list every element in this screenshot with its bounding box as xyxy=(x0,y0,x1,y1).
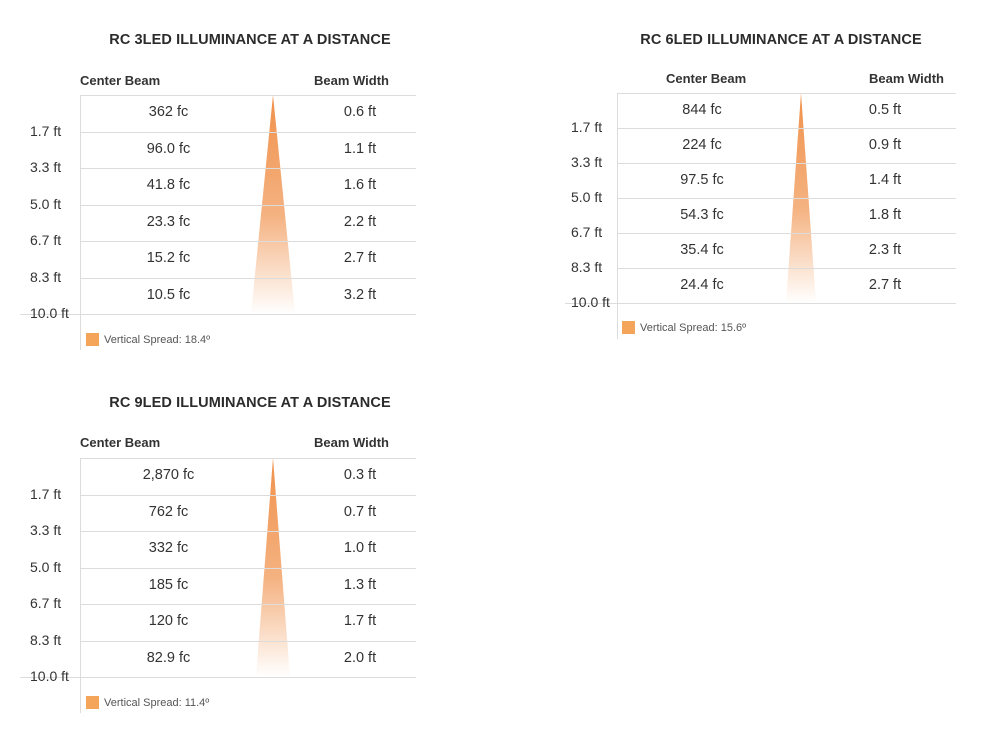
center-beam-value: 54.3 fc xyxy=(680,206,724,223)
center-beam-value: 844 fc xyxy=(682,101,722,118)
beam-width-value: 1.4 ft xyxy=(868,171,902,188)
table-top-line xyxy=(617,93,956,94)
distance-label: 10.0 ft xyxy=(30,668,69,684)
beam-width-value: 0.6 ft xyxy=(343,104,377,121)
legend-label: Vertical Spread: 18.4º xyxy=(104,333,211,346)
beam-width-value: 1.8 ft xyxy=(868,206,902,223)
legend-swatch xyxy=(86,333,99,346)
beam-width-value: 1.6 ft xyxy=(343,177,377,194)
center-beam-value: 10.5 fc xyxy=(146,286,191,303)
beam-width-value: 2.2 ft xyxy=(343,213,377,230)
column-header-beam-width: Beam Width xyxy=(314,435,389,450)
distance-label: 8.3 ft xyxy=(571,259,603,275)
row-divider xyxy=(80,531,416,532)
center-beam-value: 24.4 fc xyxy=(680,276,724,293)
legend: Vertical Spread: 18.4º xyxy=(86,333,210,346)
distance-label: 6.7 ft xyxy=(30,232,62,248)
legend-swatch xyxy=(86,696,99,709)
column-header-center-beam: Center Beam xyxy=(80,435,161,450)
distance-label: 3.3 ft xyxy=(571,154,603,170)
center-beam-value: 2,870 fc xyxy=(142,467,195,484)
beam-width-value: 2.7 ft xyxy=(868,276,902,293)
row-divider xyxy=(565,303,956,304)
row-divider xyxy=(617,198,956,199)
beam-width-value: 0.7 ft xyxy=(343,503,377,520)
row-divider xyxy=(617,128,956,129)
table-left-line xyxy=(80,95,81,350)
center-beam-value: 82.9 fc xyxy=(146,649,191,666)
center-beam-value: 97.5 fc xyxy=(680,171,724,188)
beam-width-value: 1.3 ft xyxy=(343,576,377,593)
distance-label: 5.0 ft xyxy=(30,558,62,575)
distance-label: 1.7 ft xyxy=(571,119,603,135)
distance-label: 1.7 ft xyxy=(30,485,62,502)
beam-width-value: 0.3 ft xyxy=(343,467,377,484)
column-header-beam-width: Beam Width xyxy=(314,73,389,88)
row-divider xyxy=(80,640,416,642)
row-divider xyxy=(80,604,416,605)
distance-label: 1.7 ft xyxy=(30,122,62,139)
distance-label: 5.0 ft xyxy=(571,189,603,205)
distance-label: 6.7 ft xyxy=(571,224,603,240)
center-beam-value: 35.4 fc xyxy=(680,241,724,258)
center-beam-value: 120 fc xyxy=(148,613,189,630)
center-beam-value: 332 fc xyxy=(148,540,189,557)
chart-title: RC 9LED ILLUMINANCE AT A DISTANCE xyxy=(109,395,391,411)
beam-width-value: 2.0 ft xyxy=(343,649,377,666)
beam-width-value: 3.2 ft xyxy=(343,286,377,303)
legend-label: Vertical Spread: 15.6º xyxy=(640,321,747,334)
legend: Vertical Spread: 15.6º xyxy=(622,321,746,334)
row-divider xyxy=(20,314,416,315)
legend: Vertical Spread: 11.4º xyxy=(86,696,209,709)
table-left-line xyxy=(80,458,81,713)
row-divider xyxy=(80,567,416,569)
table-top-line xyxy=(80,95,416,96)
distance-label: 10.0 ft xyxy=(571,294,610,310)
beam-width-value: 2.7 ft xyxy=(343,250,377,267)
center-beam-value: 23.3 fc xyxy=(146,213,191,230)
distance-label: 8.3 ft xyxy=(30,268,62,285)
center-beam-value: 362 fc xyxy=(148,104,189,121)
chart-title: RC 3LED ILLUMINANCE AT A DISTANCE xyxy=(109,32,391,48)
row-divider xyxy=(20,677,416,678)
row-divider xyxy=(80,277,416,279)
row-divider xyxy=(80,494,416,496)
distance-label: 10.0 ft xyxy=(30,305,69,321)
beam-width-value: 0.5 ft xyxy=(868,101,902,118)
table-top-line xyxy=(80,458,416,459)
row-divider xyxy=(617,233,956,234)
row-divider xyxy=(80,241,416,242)
table-left-line xyxy=(617,93,618,339)
beam-width-value: 1.0 ft xyxy=(343,540,377,557)
beam-width-value: 2.3 ft xyxy=(868,241,902,258)
center-beam-value: 41.8 fc xyxy=(146,177,191,194)
center-beam-value: 224 fc xyxy=(682,136,722,153)
center-beam-value: 762 fc xyxy=(148,503,189,520)
beam-width-value: 1.1 ft xyxy=(343,140,377,157)
row-divider xyxy=(617,163,956,164)
center-beam-value: 96.0 fc xyxy=(146,140,191,157)
beam-width-value: 0.9 ft xyxy=(868,136,902,153)
beam-width-value: 1.7 ft xyxy=(343,613,377,630)
chart-title: RC 6LED ILLUMINANCE AT A DISTANCE xyxy=(640,32,922,48)
distance-label: 3.3 ft xyxy=(30,159,62,175)
row-divider xyxy=(80,131,416,133)
legend-swatch xyxy=(622,321,635,334)
legend-label: Vertical Spread: 11.4º xyxy=(104,696,210,709)
distance-label: 8.3 ft xyxy=(30,631,62,648)
column-header-center-beam: Center Beam xyxy=(80,73,161,88)
center-beam-value: 185 fc xyxy=(148,576,189,593)
column-header-center-beam: Center Beam xyxy=(666,71,747,86)
row-divider xyxy=(617,268,956,269)
column-header-beam-width: Beam Width xyxy=(869,71,944,86)
center-beam-value: 15.2 fc xyxy=(146,250,191,267)
row-divider xyxy=(80,168,416,169)
distance-label: 6.7 ft xyxy=(30,595,62,611)
distance-label: 5.0 ft xyxy=(30,195,62,212)
distance-label: 3.3 ft xyxy=(30,522,62,538)
row-divider xyxy=(80,204,416,206)
